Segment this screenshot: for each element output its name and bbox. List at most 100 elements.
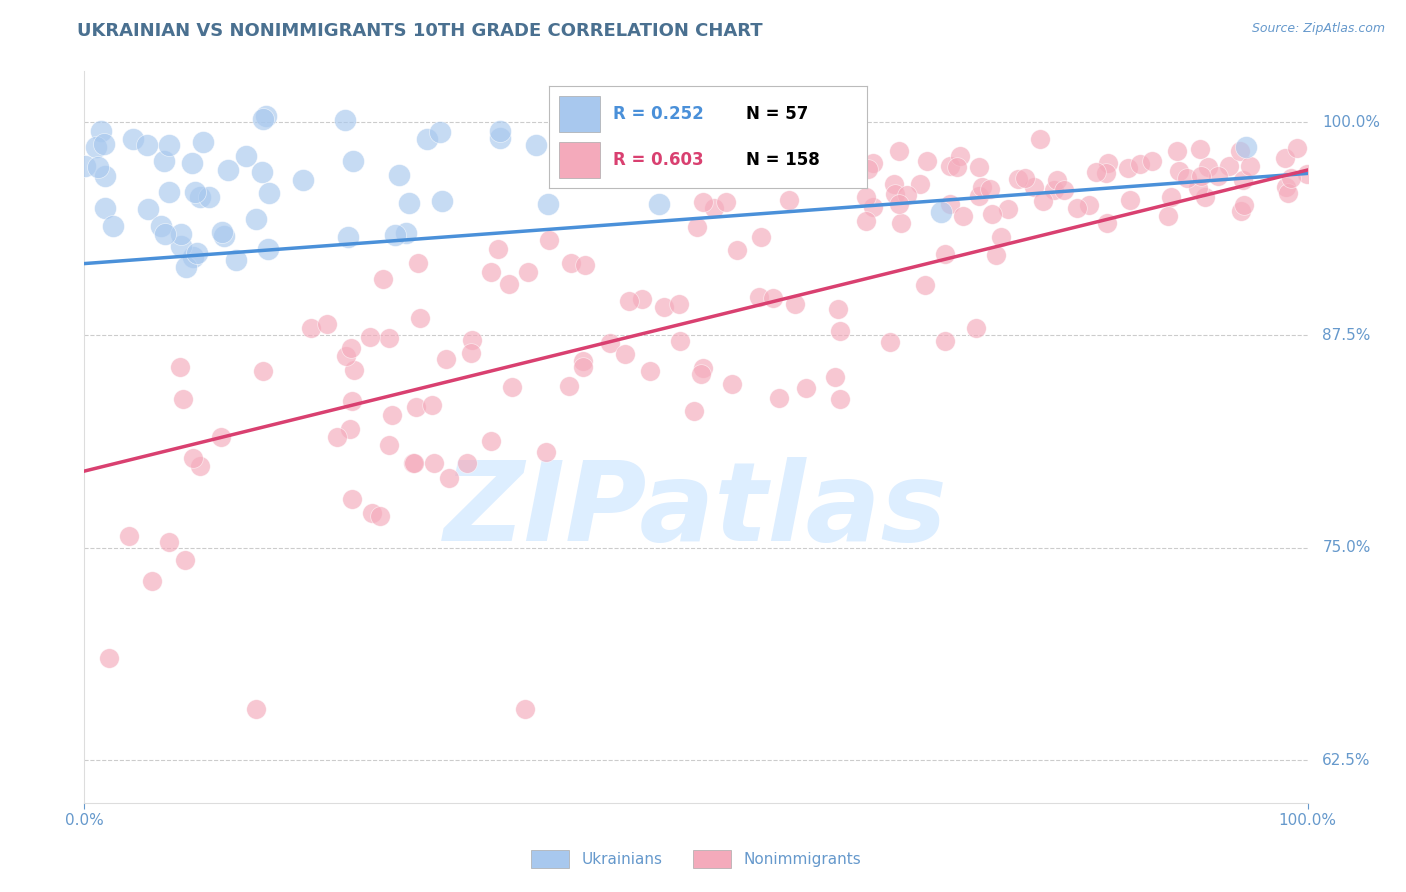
Point [1233, 198, 1256, 212]
Point [1160, 190, 1182, 204]
Text: ZIPatlas: ZIPatlas [444, 457, 948, 564]
Point [498, 277, 520, 291]
Point [990, 229, 1012, 244]
Point [915, 154, 938, 169]
Point [1043, 183, 1066, 197]
Point [406, 256, 429, 270]
Point [560, 256, 582, 270]
Point [401, 456, 423, 470]
Point [1275, 180, 1298, 194]
Point [686, 220, 709, 235]
Point [252, 364, 274, 378]
Point [1095, 166, 1118, 180]
Point [235, 149, 257, 163]
Point [225, 252, 247, 267]
Point [121, 132, 143, 146]
Point [748, 290, 770, 304]
Point [501, 380, 523, 394]
Point [198, 190, 221, 204]
Point [682, 404, 704, 418]
Point [170, 227, 193, 241]
Point [430, 194, 453, 209]
Point [562, 161, 585, 175]
Point [889, 144, 911, 158]
Point [378, 330, 401, 344]
Point [778, 193, 800, 207]
Point [1007, 171, 1029, 186]
Point [631, 293, 654, 307]
Point [537, 233, 560, 247]
Point [1194, 189, 1216, 203]
Point [1066, 202, 1088, 216]
Point [439, 471, 461, 485]
Point [938, 197, 960, 211]
Point [534, 445, 557, 459]
Point [1187, 180, 1209, 194]
Point [929, 204, 952, 219]
Point [1116, 161, 1139, 176]
Point [342, 154, 364, 169]
Point [135, 138, 157, 153]
Text: UKRAINIAN VS NONIMMIGRANTS 10TH GRADE CORRELATION CHART: UKRAINIAN VS NONIMMIGRANTS 10TH GRADE CO… [77, 22, 763, 40]
Point [183, 250, 205, 264]
Point [176, 260, 198, 275]
Point [90, 124, 112, 138]
Point [830, 324, 852, 338]
Point [1218, 159, 1240, 173]
Point [703, 201, 725, 215]
Point [571, 354, 593, 368]
Point [824, 370, 846, 384]
Point [574, 258, 596, 272]
Point [245, 212, 267, 227]
Point [75, 159, 97, 173]
Point [150, 219, 173, 234]
Point [292, 172, 315, 186]
Point [316, 318, 339, 332]
Point [725, 243, 748, 257]
Point [526, 137, 548, 152]
Point [638, 364, 661, 378]
Point [1197, 160, 1219, 174]
Point [794, 381, 817, 395]
Point [479, 434, 502, 449]
Point [420, 398, 443, 412]
Point [536, 197, 558, 211]
Point [214, 229, 236, 244]
Point [747, 107, 769, 121]
Point [689, 368, 711, 382]
Point [1175, 171, 1198, 186]
Point [1031, 194, 1053, 208]
Point [479, 265, 502, 279]
Point [934, 246, 956, 260]
Point [335, 349, 357, 363]
Point [1140, 153, 1163, 168]
Point [949, 148, 972, 162]
Point [93, 136, 115, 151]
Point [1168, 163, 1191, 178]
Point [1239, 160, 1261, 174]
Point [896, 187, 918, 202]
Point [652, 300, 675, 314]
Point [489, 124, 512, 138]
Point [188, 190, 211, 204]
Point [1189, 142, 1212, 156]
Point [785, 297, 807, 311]
Point [914, 278, 936, 293]
Point [157, 534, 180, 549]
Point [970, 180, 993, 194]
Point [97, 651, 120, 665]
Point [1119, 193, 1142, 207]
Point [768, 391, 790, 405]
Point [890, 216, 912, 230]
Point [967, 189, 990, 203]
Point [408, 310, 430, 325]
Point [1022, 180, 1045, 194]
Point [340, 393, 363, 408]
Point [388, 168, 411, 182]
Point [461, 333, 484, 347]
Point [93, 201, 115, 215]
Point [862, 200, 884, 214]
Point [1053, 183, 1076, 197]
Point [1230, 203, 1253, 218]
Point [827, 301, 849, 316]
